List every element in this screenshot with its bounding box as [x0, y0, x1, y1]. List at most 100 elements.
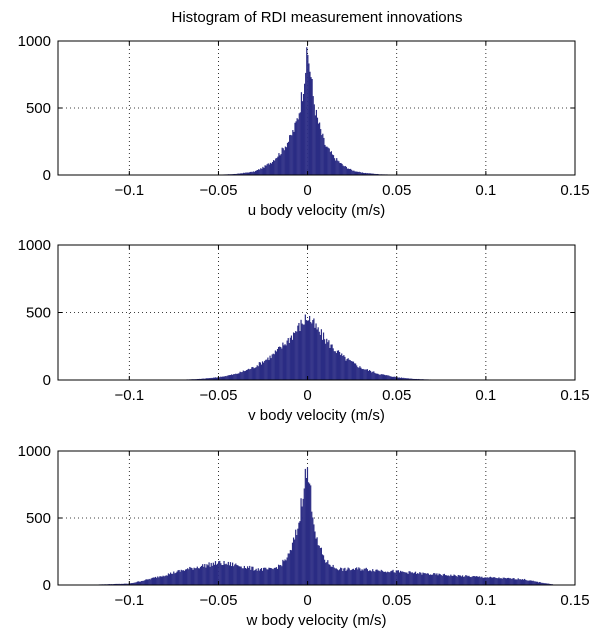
histogram-bar	[144, 580, 146, 585]
histogram-bar	[222, 564, 224, 585]
histogram-bar	[342, 165, 344, 175]
histogram-bar	[142, 580, 144, 585]
histogram-bar	[535, 581, 537, 585]
histogram-bar	[542, 582, 544, 585]
histogram-bar	[311, 79, 313, 175]
histogram-bar	[226, 564, 228, 585]
histogram-bar	[321, 339, 324, 380]
histogram-bar	[503, 577, 505, 585]
histogram-bar	[409, 378, 411, 380]
histogram-bar	[276, 349, 279, 380]
histogram-bar	[470, 577, 472, 585]
histogram-bar	[314, 531, 316, 585]
histogram-bar	[329, 347, 331, 380]
histogram-bar	[420, 572, 422, 585]
histogram-bar	[234, 374, 236, 380]
histogram-bar	[443, 573, 446, 585]
histogram-bar	[327, 342, 329, 380]
histogram-bar	[364, 568, 366, 585]
histogram-bar	[263, 567, 265, 585]
histogram-bar	[291, 542, 294, 585]
histogram-bar	[245, 370, 248, 380]
histogram-bar	[378, 570, 380, 585]
histogram-bar	[141, 580, 143, 585]
histogram-bar	[316, 117, 319, 175]
histogram-bar	[499, 578, 501, 585]
histogram-bar	[245, 568, 248, 585]
histogram-bar	[251, 566, 253, 585]
histogram-bar	[383, 571, 386, 585]
histogram-bar	[406, 572, 408, 585]
histogram-bar	[315, 538, 317, 585]
histogram-bar	[352, 170, 354, 175]
histogram-bar	[298, 522, 300, 585]
histogram-bar	[153, 577, 156, 585]
histogram-bar	[396, 377, 398, 380]
histogram-bar	[140, 581, 142, 585]
histogram-bar	[464, 576, 466, 585]
x-tick-label: −0.1	[114, 387, 144, 404]
histogram-bar	[242, 568, 244, 585]
histogram-bar	[158, 577, 160, 585]
histogram-bar	[237, 565, 239, 585]
histogram-bar	[148, 578, 150, 585]
histogram-bar	[394, 376, 396, 380]
histogram-bar	[325, 146, 327, 175]
histogram-bar	[279, 565, 281, 585]
histogram-bar	[253, 171, 255, 175]
histogram-bar	[412, 573, 414, 585]
histogram-bar	[342, 571, 344, 585]
histogram-bar	[442, 574, 444, 585]
histogram-bar	[351, 569, 354, 585]
histogram-bar	[329, 152, 331, 175]
histogram-bar	[161, 576, 163, 585]
histogram-bar	[258, 570, 260, 585]
histogram-bar	[292, 537, 295, 585]
histogram-bar	[284, 559, 286, 585]
histogram-bar	[304, 468, 306, 585]
histogram-bar	[367, 571, 370, 585]
histogram-bar	[456, 576, 458, 585]
histogram-bar	[358, 567, 360, 585]
histogram-bar	[300, 319, 302, 380]
histogram-bar	[204, 378, 206, 380]
histogram-bar	[126, 583, 128, 585]
histogram-bar	[343, 166, 345, 175]
histogram-bar	[484, 577, 486, 585]
histogram-bar	[282, 342, 284, 380]
histogram-bar	[271, 161, 274, 175]
histogram-bar	[498, 577, 500, 585]
histogram-bar	[530, 580, 532, 585]
histogram-bar	[330, 566, 332, 585]
histogram-bar	[206, 564, 208, 585]
histogram-bar	[301, 323, 303, 380]
histogram-bar	[445, 575, 448, 585]
histogram-bar	[285, 147, 288, 175]
histogram-bar	[322, 332, 325, 380]
histogram-bar	[398, 572, 401, 585]
histogram-bar	[326, 338, 328, 380]
histogram-bar	[408, 571, 410, 585]
histogram-bar	[226, 375, 228, 380]
histogram-bar	[215, 377, 218, 380]
histogram-bar	[418, 378, 420, 380]
histogram-bar	[299, 331, 301, 380]
histogram-bar	[422, 572, 424, 585]
y-tick-label: 1000	[18, 443, 51, 460]
x-tick-label: 0.1	[475, 592, 496, 609]
histogram-bar	[411, 378, 413, 380]
histogram-bar	[471, 576, 473, 585]
histogram-bar	[186, 569, 188, 585]
histogram-bars	[75, 467, 558, 585]
histogram-bar	[115, 583, 117, 585]
histogram-bar	[116, 583, 118, 585]
histogram-bar	[358, 367, 360, 380]
histogram-bar	[269, 355, 271, 380]
histogram-bar	[273, 354, 275, 380]
histogram-bar	[213, 564, 216, 585]
histogram-bar	[197, 378, 199, 380]
histogram-bar	[538, 582, 541, 585]
histogram-bar	[296, 118, 298, 175]
histogram-bar	[384, 571, 387, 585]
histogram-bar	[366, 173, 368, 175]
